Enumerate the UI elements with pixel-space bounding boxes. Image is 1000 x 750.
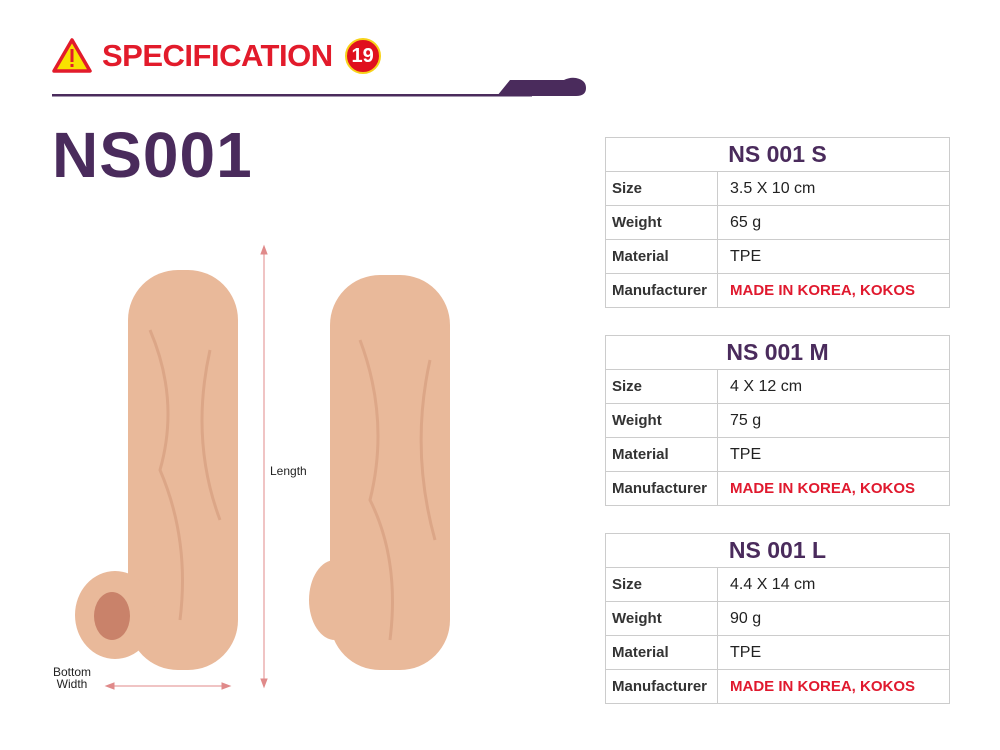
spec-value: TPE (717, 239, 950, 274)
spec-row: Manufacturer MADE IN KOREA, KOKOS (605, 669, 950, 704)
spec-label: Weight (605, 601, 718, 636)
spec-value: MADE IN KOREA, KOKOS (717, 471, 950, 506)
spec-label: Size (605, 171, 718, 206)
spec-row: Weight 75 g (605, 403, 950, 438)
spec-value: TPE (717, 437, 950, 472)
spec-label: Size (605, 567, 718, 602)
spec-value: MADE IN KOREA, KOKOS (717, 669, 950, 704)
spec-label: Manufacturer (605, 273, 718, 308)
warning-triangle-icon (52, 38, 92, 73)
spec-label: Weight (605, 205, 718, 240)
model-title: NS001 (52, 119, 253, 191)
spec-row: Size 4 X 12 cm (605, 369, 950, 404)
spec-label: Material (605, 437, 718, 472)
spec-value: 90 g (717, 601, 950, 636)
spec-table-title: NS 001 S (605, 137, 950, 172)
spec-row: Weight 65 g (605, 205, 950, 240)
bottom-width-label-line1: Bottom (52, 665, 91, 679)
spec-header: SPECIFICATION 19 (52, 38, 381, 74)
spec-label: Manufacturer (605, 471, 718, 506)
age-19-badge: 19 (344, 38, 381, 74)
spec-label: Manufacturer (605, 669, 718, 704)
length-label: Length (270, 464, 307, 478)
spec-table: NS 001 L Size 4.4 X 14 cm Weight 90 g Materia… (605, 533, 950, 704)
spec-row: Size 3.5 X 10 cm (605, 171, 950, 206)
bottom-width-label-line2: Width (56, 677, 88, 691)
product-image (75, 244, 450, 690)
spec-label: Size (605, 369, 718, 404)
spec-row: Size 4.4 X 14 cm (605, 567, 950, 602)
spec-row: Manufacturer MADE IN KOREA, KOKOS (605, 471, 950, 506)
spec-table-title: NS 001 L (605, 533, 950, 568)
spec-label: Material (605, 239, 718, 274)
spec-row: Material TPE (605, 239, 950, 274)
spec-row: Material TPE (605, 437, 950, 472)
spec-value: 4.4 X 14 cm (717, 567, 950, 602)
spec-label: Weight (605, 403, 718, 438)
spec-title: SPECIFICATION (102, 38, 333, 73)
header-divider (52, 77, 586, 97)
spec-value: TPE (717, 635, 950, 670)
spec-value: 65 g (717, 205, 950, 240)
spec-row: Material TPE (605, 635, 950, 670)
spec-value: 3.5 X 10 cm (717, 171, 950, 206)
spec-table: NS 001 M Size 4 X 12 cm Weight 75 g Material T… (605, 335, 950, 506)
spec-value: 75 g (717, 403, 950, 438)
spec-table: NS 001 S Size 3.5 X 10 cm Weight 65 g Materia… (605, 137, 950, 308)
spec-value: MADE IN KOREA, KOKOS (717, 273, 950, 308)
spec-row: Manufacturer MADE IN KOREA, KOKOS (605, 273, 950, 308)
spec-table-title: NS 001 M (605, 335, 950, 370)
spec-label: Material (605, 635, 718, 670)
spec-value: 4 X 12 cm (717, 369, 950, 404)
spec-row: Weight 90 g (605, 601, 950, 636)
